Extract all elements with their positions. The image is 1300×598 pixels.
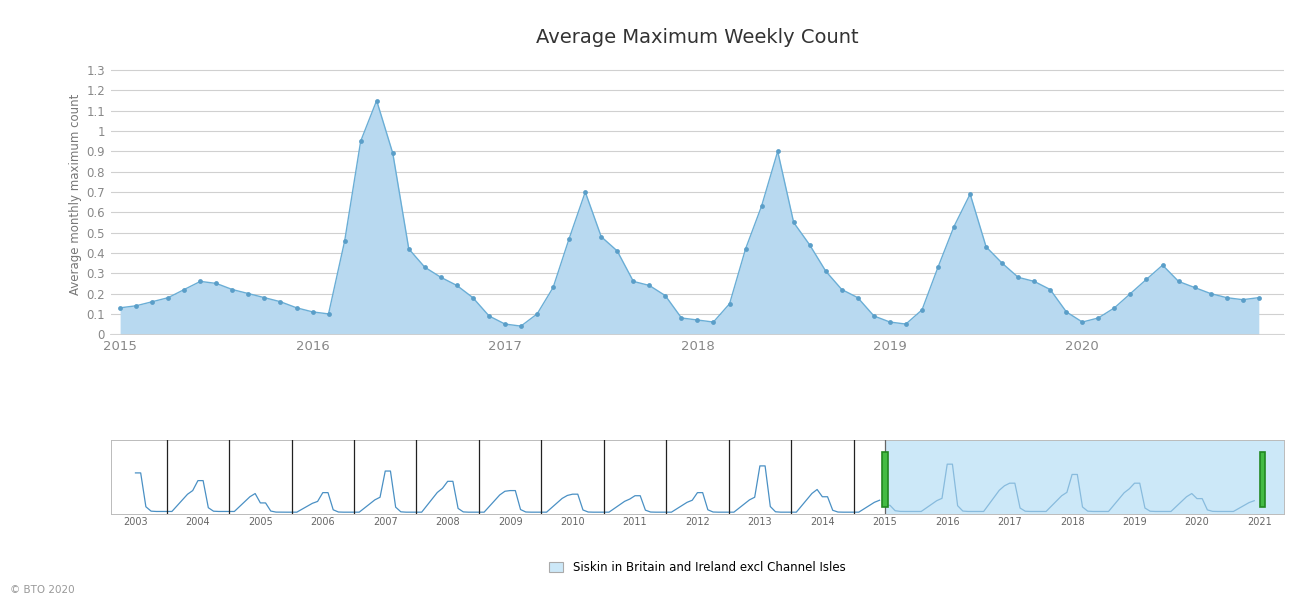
Point <box>302 307 322 317</box>
Point <box>832 285 853 294</box>
Point <box>190 277 211 286</box>
Point <box>944 222 965 231</box>
Point <box>751 202 772 211</box>
Point <box>559 234 580 243</box>
Point <box>1248 293 1269 303</box>
Y-axis label: Average monthly maximum count: Average monthly maximum count <box>69 93 82 295</box>
Point <box>655 291 676 300</box>
Point <box>286 303 307 313</box>
Point <box>575 187 595 197</box>
Bar <box>881 451 888 507</box>
Point <box>671 313 692 323</box>
Point <box>896 319 916 329</box>
Point <box>205 279 226 288</box>
Point <box>736 244 757 254</box>
Point <box>590 232 611 242</box>
Title: Average Maximum Weekly Count: Average Maximum Weekly Count <box>536 28 859 47</box>
Point <box>478 311 499 321</box>
Point <box>238 289 259 298</box>
Point <box>703 318 724 327</box>
Point <box>511 321 532 331</box>
Point <box>494 319 515 329</box>
Point <box>415 263 436 272</box>
Point <box>1088 313 1109 323</box>
Bar <box>885 441 1284 514</box>
Point <box>1040 285 1061 294</box>
Point <box>1104 303 1124 313</box>
Point <box>928 263 949 272</box>
Point <box>1056 307 1076 317</box>
Point <box>1136 274 1157 284</box>
Point <box>800 240 820 249</box>
Point <box>976 242 997 252</box>
Point <box>719 299 740 309</box>
Point <box>174 285 195 294</box>
Point <box>638 280 659 290</box>
Point <box>1169 277 1190 286</box>
Point <box>911 305 932 315</box>
Point <box>863 311 884 321</box>
Point <box>542 283 563 292</box>
Point <box>815 267 836 276</box>
Point <box>1200 289 1221 298</box>
Point <box>880 318 901 327</box>
Point <box>767 147 788 156</box>
Point <box>157 293 178 303</box>
Point <box>1072 318 1093 327</box>
Point <box>382 148 403 158</box>
Point <box>270 297 291 307</box>
Point <box>1232 295 1253 304</box>
Point <box>222 285 243 294</box>
Point <box>398 244 419 254</box>
Point <box>350 136 370 146</box>
Point <box>109 303 130 313</box>
Point <box>1217 293 1238 303</box>
Point <box>446 280 467 290</box>
Point <box>784 218 805 227</box>
Point <box>607 246 628 256</box>
Point <box>1008 273 1028 282</box>
Point <box>367 96 387 105</box>
Point <box>686 315 707 325</box>
Point <box>334 236 355 246</box>
Point <box>1121 289 1141 298</box>
Point <box>848 293 868 303</box>
Point <box>1152 260 1173 270</box>
Point <box>1184 283 1205 292</box>
Bar <box>1260 451 1265 507</box>
Point <box>992 258 1013 268</box>
Text: © BTO 2020: © BTO 2020 <box>10 585 75 595</box>
Legend: Siskin in Britain and Ireland excl Channel Isles: Siskin in Britain and Ireland excl Chann… <box>545 556 850 578</box>
Point <box>254 293 274 303</box>
Point <box>1024 277 1045 286</box>
Point <box>463 293 484 303</box>
Point <box>126 301 147 310</box>
Point <box>623 277 644 286</box>
Point <box>142 297 162 307</box>
Point <box>526 309 547 319</box>
Point <box>430 273 451 282</box>
Point <box>959 189 980 199</box>
Point <box>318 309 339 319</box>
